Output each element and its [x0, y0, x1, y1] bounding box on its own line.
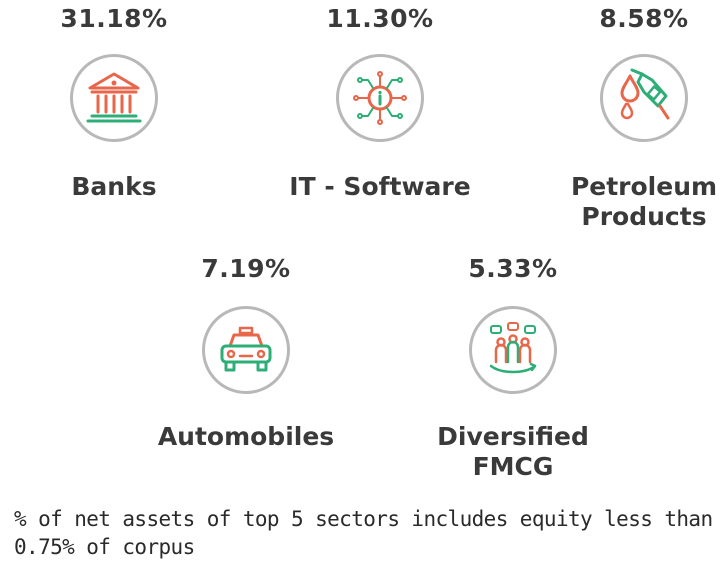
- sector-diversified-fmcg: 5.33% Diversified FMCG: [413, 254, 613, 482]
- sector-name: IT - Software: [289, 172, 471, 201]
- sector-banks: 31.18% Banks: [14, 4, 214, 202]
- sector-it-software: 11.30% IT - Software: [280, 4, 480, 202]
- sector-name-line1: Petroleum: [570, 172, 718, 201]
- sector-name-line2: FMCG: [472, 452, 554, 481]
- sector-petroleum-products: 8.58% Petroleum Products: [544, 4, 728, 232]
- sector-percentage: 11.30%: [326, 4, 434, 33]
- sector-automobiles: 7.19% Automobiles: [146, 254, 346, 452]
- sector-percentage: 5.33%: [468, 254, 558, 283]
- fuel-nozzle-icon: [600, 54, 688, 142]
- sector-name: Automobiles: [157, 422, 335, 451]
- bank-icon: [70, 54, 158, 142]
- sector-percentage: 31.18%: [60, 4, 168, 33]
- sector-name-line2: Products: [581, 202, 707, 231]
- circuit-chip-icon: [336, 54, 424, 142]
- sector-name-line1: Diversified: [437, 422, 589, 451]
- footnote: % of net assets of top 5 sectors include…: [14, 507, 713, 559]
- sector-name: Banks: [71, 172, 157, 201]
- sector-percentage: 8.58%: [599, 4, 689, 33]
- car-icon: [202, 306, 290, 394]
- people-group-icon: [469, 306, 557, 394]
- sector-percentage: 7.19%: [201, 254, 291, 283]
